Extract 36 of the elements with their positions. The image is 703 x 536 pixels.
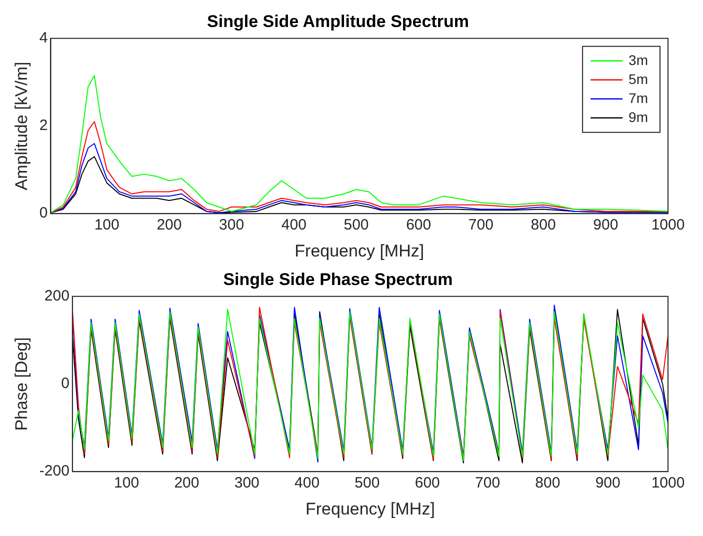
y-tick-label: 0: [61, 375, 70, 392]
legend-label: 5m: [628, 70, 648, 87]
x-tick-label: 300: [234, 474, 260, 492]
x-tick-label: 600: [406, 216, 432, 234]
y-axis-title: Amplitude [kV/m]: [12, 62, 31, 190]
x-tick-label: 400: [281, 216, 306, 234]
x-tick-label: 1000: [651, 474, 685, 492]
x-tick-label: 900: [593, 216, 618, 234]
x-tick-label: 200: [156, 216, 182, 234]
x-tick-label: 700: [468, 216, 494, 234]
x-tick-label: 600: [414, 474, 440, 492]
x-tick-label: 900: [595, 474, 620, 492]
chart-title: Single Side Phase Spectrum: [223, 270, 453, 289]
y-axis-title: Phase [Deg]: [12, 337, 31, 431]
x-tick-label: 800: [535, 474, 560, 492]
x-axis-title: Frequency [MHz]: [305, 499, 435, 518]
y-tick-label: -200: [39, 462, 70, 480]
x-tick-label: 500: [354, 474, 380, 492]
x-axis-title: Frequency [MHz]: [294, 241, 424, 260]
y-tick-label: 4: [39, 30, 48, 47]
legend-label: 9m: [628, 108, 648, 125]
x-tick-label: 800: [530, 216, 556, 234]
x-tick-label: 400: [294, 474, 320, 492]
x-tick-label: 500: [344, 216, 369, 234]
x-tick-label: 100: [114, 474, 140, 492]
y-tick-label: 0: [39, 204, 48, 222]
chart-title: Single Side Amplitude Spectrum: [207, 12, 469, 31]
y-tick-label: 2: [39, 117, 48, 134]
x-tick-label: 300: [219, 216, 244, 234]
y-tick-label: 200: [44, 288, 70, 305]
x-tick-label: 1000: [651, 216, 685, 234]
x-tick-label: 200: [174, 474, 200, 492]
x-tick-label: 100: [94, 216, 120, 234]
legend-label: 7m: [628, 90, 648, 106]
x-tick-label: 700: [475, 474, 500, 492]
legend-label: 3m: [628, 52, 648, 68]
